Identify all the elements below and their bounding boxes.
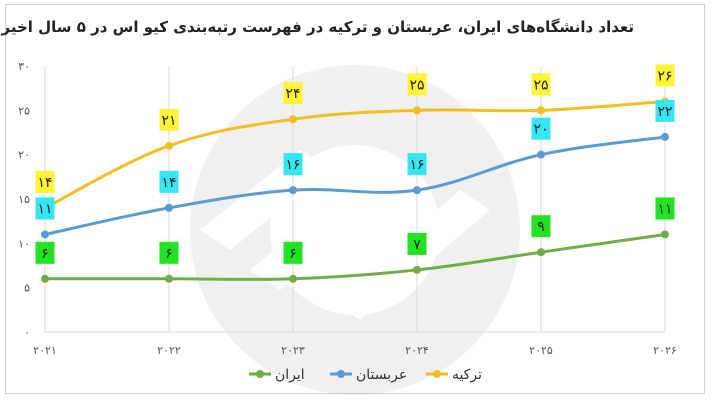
data-label: ۲۴	[285, 86, 300, 102]
data-label: ۱۶	[409, 157, 424, 173]
data-label-box	[531, 117, 551, 140]
data-point	[289, 274, 297, 283]
data-label: ۲۵	[533, 77, 548, 93]
y-tick-label: ۵	[24, 282, 30, 295]
y-tick-label: ۲۵	[18, 104, 30, 117]
y-tick-label: ۲۰	[18, 149, 30, 162]
data-label: ۹	[537, 219, 545, 235]
legend-entry-label: ایران	[275, 367, 305, 383]
y-tick-label: ۰	[24, 326, 30, 339]
data-label-box	[407, 73, 427, 96]
data-label: ۲۵	[409, 77, 424, 93]
data-point	[413, 186, 421, 195]
data-label: ۲۶	[657, 68, 672, 84]
x-tick-label: ۲۰۲۱	[33, 344, 57, 357]
data-point	[661, 230, 669, 239]
data-label-box	[35, 197, 55, 220]
x-tick-label: ۲۰۲۵	[529, 344, 553, 357]
data-label: ۲۰	[533, 122, 548, 138]
data-label-box	[159, 170, 179, 193]
data-label-box	[159, 108, 179, 131]
data-label: ۶	[165, 246, 173, 262]
data-label: ۷	[413, 237, 421, 253]
watermark-logo	[190, 65, 520, 395]
x-tick-label: ۲۰۲۳	[281, 344, 305, 357]
x-tick-label: ۲۰۲۲	[157, 344, 181, 357]
y-tick-label: ۱۵	[18, 193, 30, 206]
data-label-box	[531, 215, 551, 238]
data-label-box	[655, 197, 675, 220]
data-label-box	[531, 73, 551, 96]
data-point	[41, 230, 49, 239]
data-label: ۱۴	[37, 175, 52, 191]
data-label-box	[655, 99, 675, 122]
data-point	[537, 150, 545, 159]
data-label: ۱۴	[161, 175, 176, 191]
legend-swatch-marker	[433, 370, 441, 378]
y-tick-label: ۳۰	[18, 60, 30, 73]
data-label: ۲۱	[161, 113, 176, 129]
data-label-box	[407, 232, 427, 255]
data-label-box	[407, 153, 427, 176]
data-label: ۱۶	[285, 157, 300, 173]
data-label-box	[35, 241, 55, 264]
x-tick-label: ۲۰۲۴	[405, 344, 429, 357]
data-point	[165, 141, 173, 150]
x-tick-label: ۲۰۲۶	[653, 344, 677, 357]
series-line-2	[43, 99, 667, 210]
data-label-box	[159, 241, 179, 264]
chart-title: تعداد دانشگاه‌های ایران، عربستان و ترکیه…	[1, 18, 634, 36]
data-point	[165, 203, 173, 212]
data-label: ۱۱	[657, 201, 672, 217]
data-label-box	[283, 153, 303, 176]
data-point	[41, 274, 49, 283]
data-label: ۶	[289, 246, 297, 262]
data-point	[537, 248, 545, 257]
data-label-box	[35, 170, 55, 193]
data-label-box	[283, 241, 303, 264]
data-point	[413, 265, 421, 274]
data-label-box	[655, 64, 675, 87]
data-point	[413, 106, 421, 115]
data-point	[165, 274, 173, 283]
data-label: ۱۱	[37, 201, 52, 217]
data-label-box	[283, 82, 303, 105]
legend-entry-label: ترکیه	[452, 367, 482, 383]
data-point	[289, 115, 297, 124]
data-label: ۲۲	[657, 104, 672, 120]
data-label: ۶	[41, 246, 49, 262]
y-tick-label: ۱۰	[18, 237, 30, 250]
data-point	[289, 186, 297, 195]
legend-swatch-marker	[256, 370, 264, 378]
legend-swatch-marker	[337, 370, 345, 378]
legend-entry-label: عربستان	[356, 367, 407, 383]
chart-frame	[5, 4, 705, 394]
data-point	[537, 106, 545, 115]
data-point	[661, 132, 669, 141]
series-line-0	[43, 232, 667, 282]
series-line-1	[43, 135, 667, 236]
